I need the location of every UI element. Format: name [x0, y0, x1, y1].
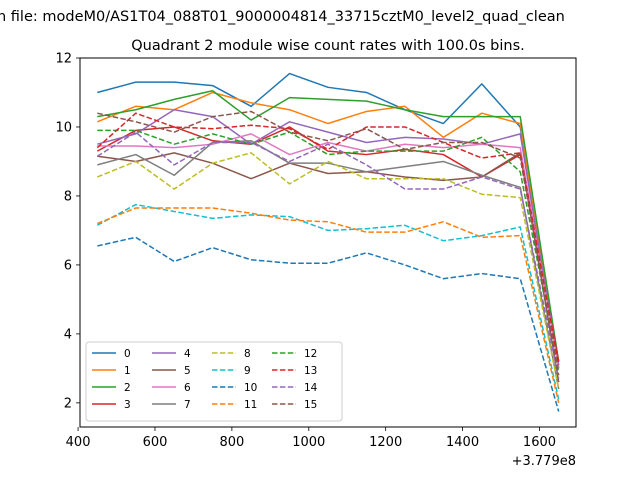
y-tick-label: 8	[64, 189, 72, 204]
y-tick-label: 2	[64, 396, 72, 411]
legend-label-10: 10	[244, 382, 257, 394]
series-line-0	[97, 72, 560, 366]
y-tick-label: 4	[64, 327, 72, 342]
series-line-9	[96, 203, 560, 400]
series-line-6	[97, 133, 560, 369]
axes-frame	[79, 57, 577, 428]
x-tick-label: 400	[66, 435, 91, 450]
y-axis-ticks: 2 4 6 8 10 12	[55, 52, 80, 411]
chart-title: Quadrant 2 module wise count rates with …	[131, 38, 525, 54]
series-line-14	[96, 131, 560, 379]
legend-label-8: 8	[244, 348, 251, 360]
legend-label-13: 13	[304, 365, 317, 377]
legend-box	[85, 341, 343, 422]
legend-label-12: 12	[304, 348, 317, 360]
legend-label-1: 1	[124, 365, 131, 377]
x-tick-label: 1600	[523, 435, 556, 450]
series-line-8	[97, 152, 560, 390]
series-line-2	[97, 90, 560, 362]
legend-label-14: 14	[304, 382, 318, 394]
series-line-15	[97, 110, 560, 376]
x-tick-label: 800	[219, 435, 244, 450]
y-tick-label: 12	[55, 52, 72, 67]
series-line-7	[97, 140, 560, 390]
x-tick-label: 1200	[369, 435, 402, 450]
y-tick-label: 6	[64, 258, 72, 273]
legend-label-6: 6	[184, 382, 191, 394]
x-tick-label: 600	[143, 435, 168, 450]
series-line-12	[97, 129, 560, 372]
x-axis-ticks: 400 600 800 1000 1200 1400 1600	[66, 427, 556, 450]
series-line-11	[97, 207, 560, 404]
plot-lines	[96, 72, 560, 412]
legend-label-11: 11	[244, 399, 257, 411]
legend-label-7: 7	[184, 399, 191, 411]
x-axis-offset-label: +3.779e8	[512, 454, 576, 469]
legend-label-15: 15	[304, 399, 317, 411]
y-tick-label: 10	[55, 120, 72, 135]
legend-label-4: 4	[184, 348, 191, 360]
legend-label-5: 5	[184, 365, 191, 377]
legend-label-3: 3	[124, 399, 131, 411]
legend-label-2: 2	[124, 382, 131, 394]
legend-label-9: 9	[244, 365, 251, 377]
x-tick-label: 1000	[292, 435, 325, 450]
legend-label-0: 0	[124, 348, 131, 360]
figure-suptitle: n file: modeM0/AS1T04_088T01_9000004814_…	[0, 9, 565, 25]
x-tick-label: 1400	[446, 435, 479, 450]
